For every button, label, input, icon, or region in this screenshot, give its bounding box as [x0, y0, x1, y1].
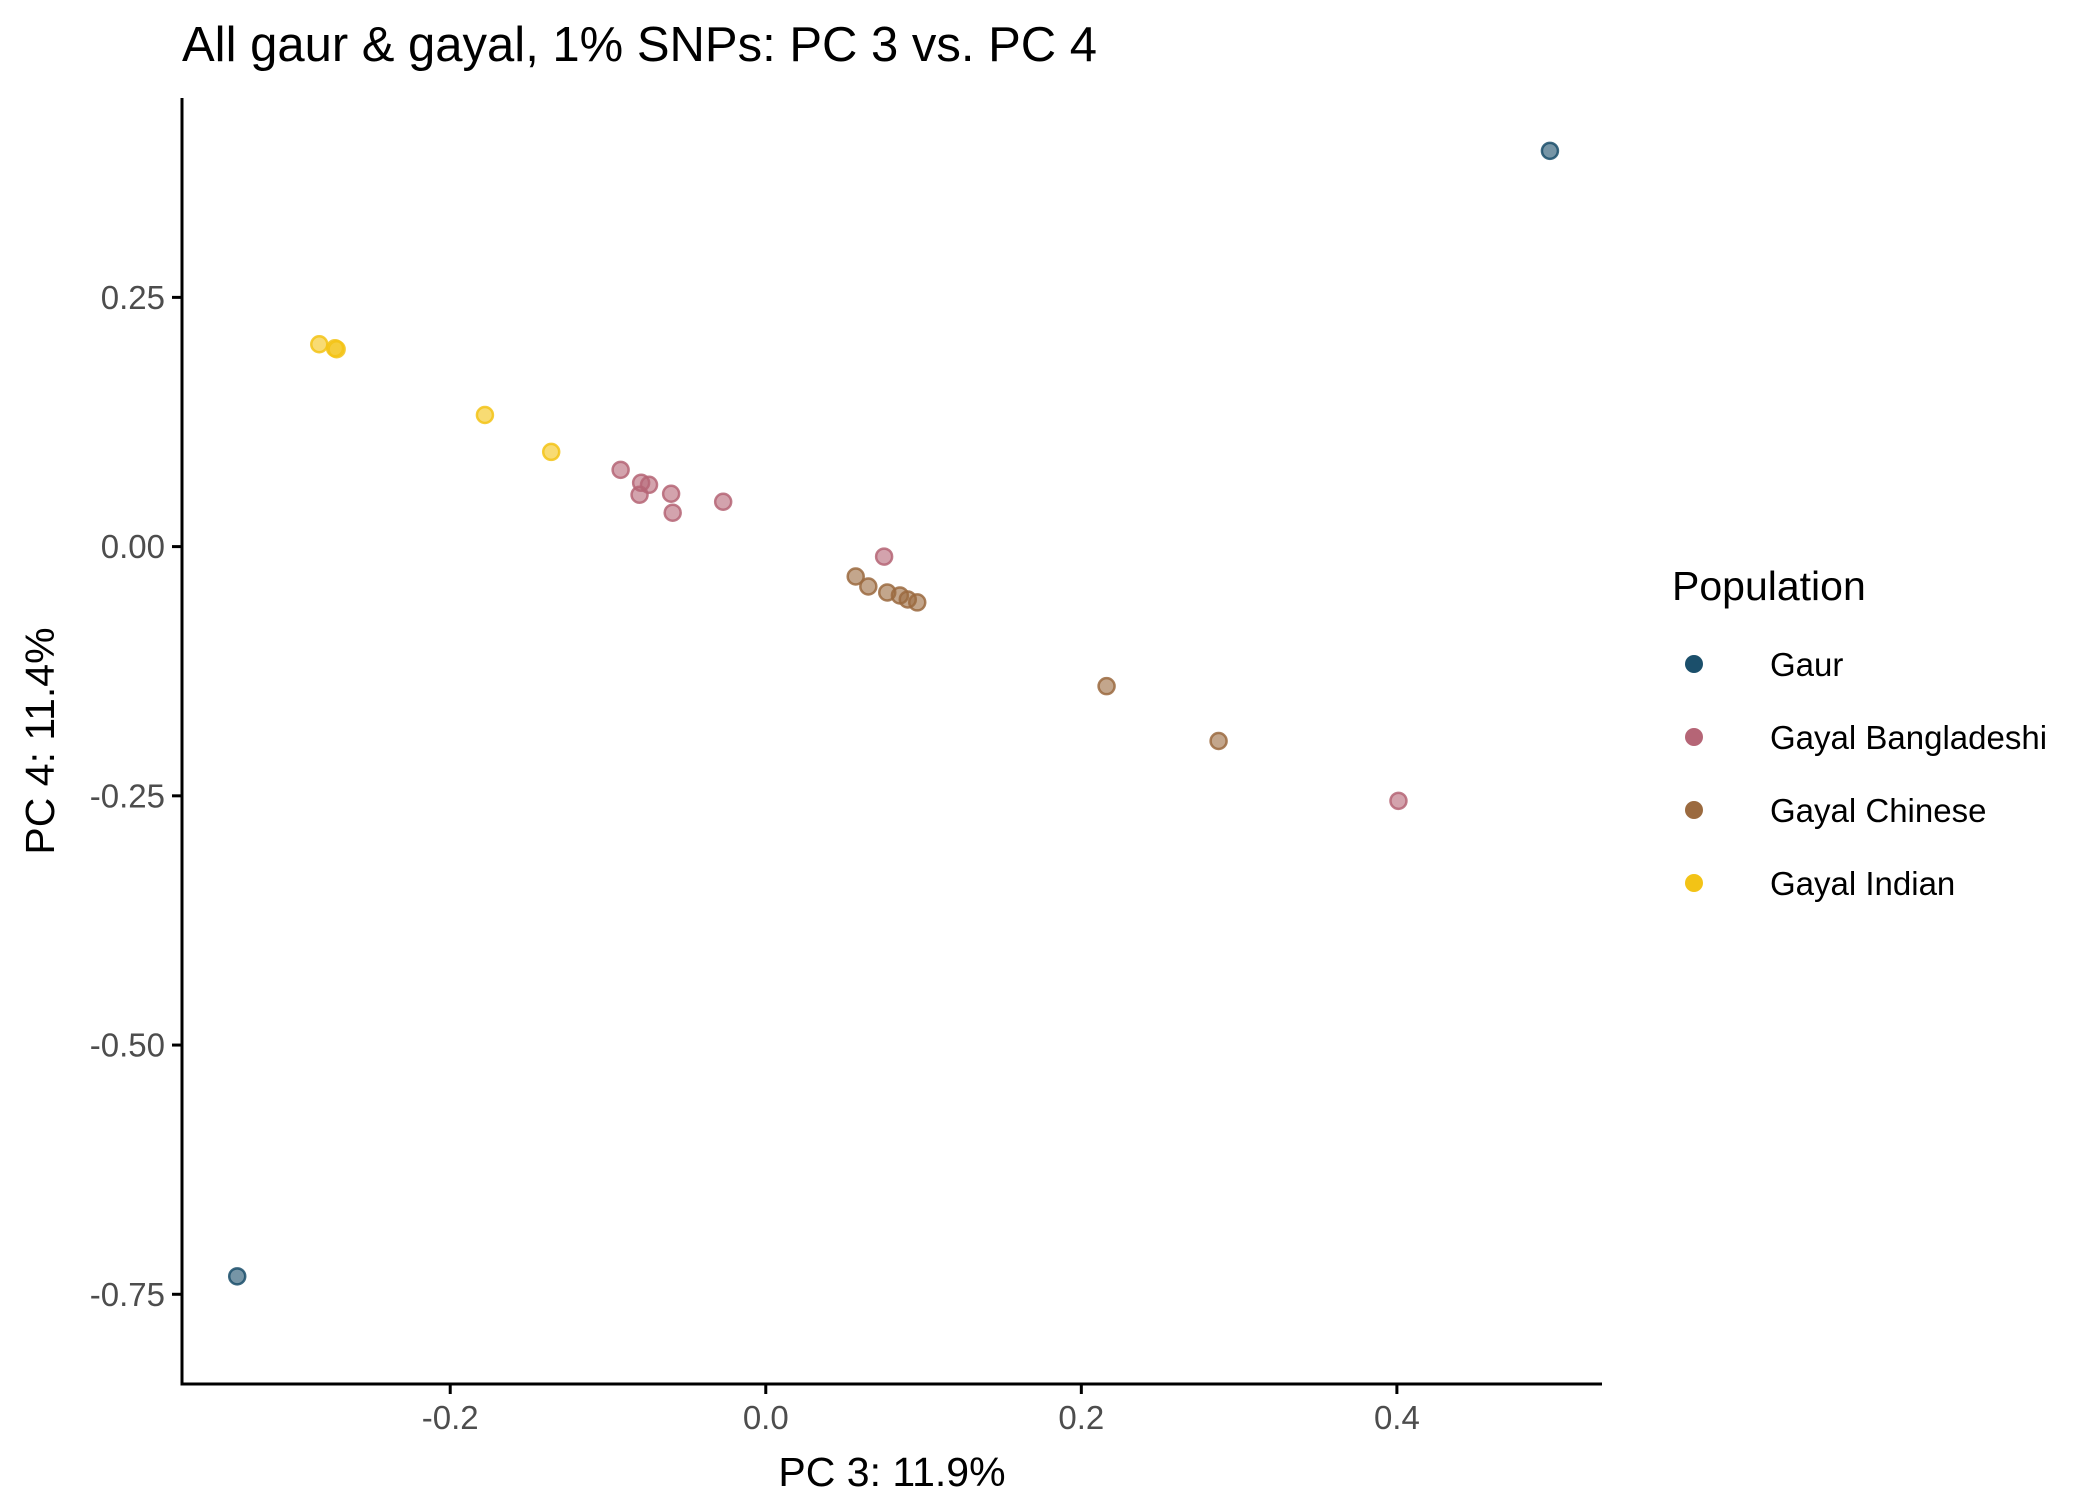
- legend-title: Population: [1672, 563, 1866, 609]
- x-tick-label: 0.2: [1058, 1399, 1104, 1436]
- x-axis-ticks: -0.2 0.0 0.2 0.4: [422, 1384, 1420, 1436]
- point-gayal-indian: [310, 334, 329, 354]
- data-points: [227, 141, 1560, 1286]
- y-tick-label: -0.75: [90, 1276, 165, 1313]
- point-gayal-indian: [541, 442, 561, 462]
- y-axis-ticks: 0.25 0.00 -0.25 -0.50 -0.75: [90, 279, 182, 1313]
- legend-label-gayal-chinese: Gayal Chinese: [1770, 792, 1986, 829]
- legend-label-gayal-indian: Gayal Indian: [1770, 865, 1955, 902]
- point-gayal-chinese: [859, 577, 878, 596]
- y-tick-label: 0.00: [101, 528, 165, 565]
- legend-label-gaur: Gaur: [1770, 646, 1843, 683]
- chart-title: All gaur & gayal, 1% SNPs: PC 3 vs. PC 4: [182, 18, 1097, 72]
- point-gayal-bangladeshi: [663, 503, 682, 522]
- y-tick-label: -0.50: [90, 1027, 165, 1064]
- point-gaur: [227, 1267, 247, 1286]
- legend-key-gaur: [1685, 655, 1703, 673]
- point-gayal-bangladeshi: [874, 547, 894, 566]
- point-gayal-bangladeshi: [661, 484, 681, 504]
- legend-label-gayal-bangladeshi: Gayal Bangladeshi: [1770, 719, 2047, 756]
- x-tick-label: 0.0: [743, 1399, 789, 1436]
- point-gayal-chinese: [846, 567, 865, 586]
- legend-key-gayal-bangladeshi: [1685, 728, 1703, 746]
- point-gayal-indian: [475, 405, 495, 425]
- y-tick-label: -0.25: [90, 777, 165, 814]
- legend: Population Gaur Gayal Bangladeshi Gayal Ch…: [1672, 563, 2047, 902]
- x-tick-label: 0.4: [1374, 1399, 1420, 1436]
- point-gayal-chinese: [1097, 676, 1116, 696]
- point-gaur: [1540, 141, 1560, 161]
- x-tick-label: -0.2: [422, 1399, 479, 1436]
- point-gayal-bangladeshi: [713, 492, 733, 511]
- plot-area: 0.25 0.00 -0.25 -0.50 -0.75 -0.2 0.0 0.2 0.4: [90, 98, 1602, 1436]
- point-gayal-chinese: [907, 593, 927, 612]
- legend-items: Gaur Gayal Bangladeshi Gayal Chinese Gayal …: [1685, 646, 2047, 902]
- point-gayal-bangladeshi: [1389, 791, 1408, 811]
- legend-key-gayal-indian: [1685, 874, 1703, 892]
- point-gayal-bangladeshi: [611, 460, 630, 480]
- y-axis-title: PC 4: 11.4%: [17, 627, 63, 854]
- point-gayal-chinese: [1209, 731, 1228, 751]
- point-gayal-indian: [327, 339, 346, 359]
- legend-key-gayal-chinese: [1685, 801, 1703, 819]
- x-axis-title: PC 3: 11.9%: [778, 1449, 1005, 1495]
- point-gayal-bangladeshi: [630, 485, 649, 505]
- y-tick-label: 0.25: [101, 279, 165, 316]
